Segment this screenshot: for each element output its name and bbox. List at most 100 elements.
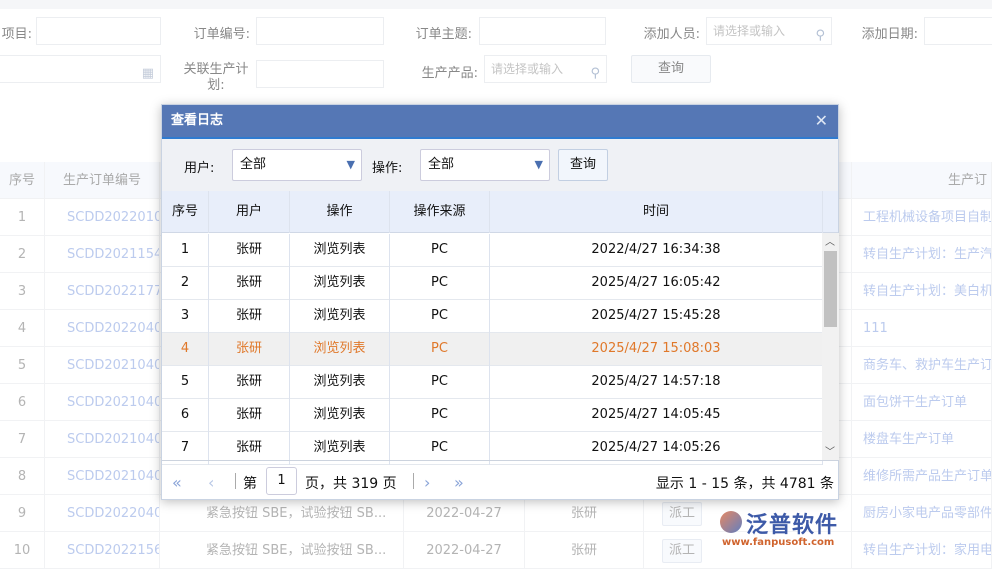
product-input[interactable]: 请选择或输入 ⚲ — [484, 55, 607, 83]
date-input[interactable]: ▦ — [0, 55, 161, 83]
log-row[interactable]: 1 张研 浏览列表 PC 2022/4/27 16:34:38 — [162, 234, 823, 267]
op-select[interactable]: 全部 ▼ — [420, 149, 550, 181]
cell[interactable]: 楼盘车生产订单 — [852, 421, 992, 458]
order-no-label: 订单编号: — [193, 27, 250, 42]
cell-plan: 工程机械设备项目自制 — [863, 210, 992, 225]
first-page-icon[interactable]: « — [172, 473, 182, 492]
cell[interactable]: 商务车、救护车生产订 — [852, 347, 992, 384]
log-row[interactable]: 3 张研 浏览列表 PC 2025/4/27 15:45:28 — [162, 300, 823, 333]
order-no-input[interactable] — [256, 17, 384, 45]
cell[interactable]: 111 — [852, 310, 992, 347]
project-input[interactable] — [36, 17, 161, 45]
cell: 3 — [0, 273, 45, 310]
dispatch-button[interactable]: 派工 — [662, 502, 703, 526]
table-row: 8 SCDD20210400 维修所需产品生产订单 — [0, 458, 992, 495]
user-filter-label: 用户: — [184, 161, 215, 176]
cell: 张研 — [525, 495, 644, 532]
log-cell-no: 1 — [162, 234, 209, 267]
cell[interactable]: 转自生产计划：生产汽 — [852, 236, 992, 273]
order-subject-input[interactable] — [479, 17, 606, 45]
page-suffix: 页，共 319 页 — [305, 476, 397, 492]
cell-plan: 转自生产计划：美白机 — [863, 284, 992, 299]
last-page-icon[interactable]: » — [454, 473, 464, 492]
cell: 2022-04-27 — [404, 495, 525, 532]
cell: 10 — [0, 532, 45, 569]
add-date-input[interactable] — [924, 17, 992, 45]
header-user: 用户 — [209, 191, 290, 233]
cell[interactable]: 面包饼干生产订单 — [852, 384, 992, 421]
cell — [644, 347, 852, 384]
cell-no: 8 — [17, 469, 27, 484]
cell: 5 — [0, 347, 45, 384]
cell[interactable]: SCDD20210400 — [45, 458, 160, 495]
cell-no: 5 — [17, 358, 27, 373]
cell: 9 — [0, 495, 45, 532]
cell[interactable]: SCDD202217724 — [45, 273, 160, 310]
added-by-placeholder: 请选择或输入 — [713, 24, 786, 38]
cell[interactable]: SCDD20210400 — [45, 384, 160, 421]
log-row[interactable]: 5 张研 浏览列表 PC 2025/4/27 14:57:18 — [162, 366, 823, 399]
log-cell-time: 2025/4/27 15:45:28 — [490, 300, 823, 333]
cell-code: SCDD20210400 — [67, 395, 159, 410]
scrollbar[interactable]: ︿ ﹀ — [822, 233, 839, 460]
cell: 张研 — [525, 532, 644, 569]
close-icon[interactable]: ✕ — [814, 111, 828, 130]
user-select-value: 全部 — [240, 157, 267, 172]
cell[interactable]: SCDD20220100 — [45, 199, 160, 236]
cell-plan: 111 — [863, 321, 888, 336]
pagination: « ‹ 第 1 页，共 319 页 › » 显示 1 - 15 条，共 4781… — [162, 460, 838, 500]
log-cell-user: 张研 — [209, 267, 290, 300]
scroll-down-icon[interactable]: ﹀ — [825, 447, 835, 458]
dialog-titlebar: 查看日志 ✕ — [162, 105, 838, 139]
scrollbar-thumb[interactable] — [824, 251, 837, 327]
search-icon[interactable]: ⚲ — [590, 66, 600, 81]
cell[interactable]: SCDD20220400 — [45, 310, 160, 347]
cell[interactable]: SCDD20210400 — [45, 421, 160, 458]
cell[interactable]: 厨房小家电产品零部件 — [852, 495, 992, 532]
log-cell-user: 张研 — [209, 234, 290, 267]
log-row[interactable]: 4 张研 浏览列表 PC 2025/4/27 15:08:03 — [162, 333, 823, 366]
log-cell-time: 2025/4/27 16:05:42 — [490, 267, 823, 300]
cell[interactable]: SCDD20210400 — [45, 347, 160, 384]
plan-label: 关联生产计 划: — [178, 62, 254, 94]
cell[interactable]: SCDD202215671587 — [45, 532, 160, 569]
cell — [644, 273, 852, 310]
next-page-icon[interactable]: › — [424, 473, 431, 492]
cell[interactable]: 工程机械设备项目自制 — [852, 199, 992, 236]
scroll-up-icon[interactable]: ︿ — [825, 237, 835, 248]
cell[interactable]: 转自生产计划：家用电 — [852, 532, 992, 569]
add-date-label: 添加日期: — [861, 27, 918, 42]
op-select-value: 全部 — [428, 157, 455, 172]
cell[interactable]: SCDD20211543б — [45, 236, 160, 273]
log-row[interactable]: 7 张研 浏览列表 PC 2025/4/27 14:05:26 — [162, 432, 823, 465]
added-by-input[interactable]: 请选择或输入 ⚲ — [706, 17, 832, 45]
cell[interactable]: 转自生产计划：美白机 — [852, 273, 992, 310]
user-select[interactable]: 全部 ▼ — [232, 149, 362, 181]
cell-code: SCDD20210400 — [67, 358, 159, 373]
cell-plan: 转自生产计划：生产汽 — [863, 247, 992, 262]
cell: 紧急按钮 SBE，试验按钮 SB... — [196, 532, 404, 569]
cell[interactable]: SCDD2022040004 — [45, 495, 160, 532]
product-placeholder: 请选择或输入 — [491, 62, 564, 76]
query-button[interactable]: 查询 — [631, 55, 711, 83]
cell — [644, 310, 852, 347]
dialog-query-button[interactable]: 查询 — [558, 149, 608, 181]
cell: 8 — [0, 458, 45, 495]
cell-no: 6 — [17, 395, 27, 410]
prev-page-icon[interactable]: ‹ — [208, 473, 215, 492]
log-row[interactable]: 2 张研 浏览列表 PC 2025/4/27 16:05:42 — [162, 267, 823, 300]
table-row: 9 SCDD2022040004 紧急按钮 SBE，试验按钮 SB... 2022-0… — [0, 495, 992, 532]
calendar-icon[interactable]: ▦ — [141, 66, 154, 81]
log-row[interactable]: 6 张研 浏览列表 PC 2025/4/27 14:05:45 — [162, 399, 823, 432]
plan-input[interactable] — [256, 60, 384, 88]
cell: 4 — [0, 310, 45, 347]
dropdown-arrow-icon: ▼ — [534, 158, 543, 171]
dispatch-button[interactable]: 派工 — [662, 539, 703, 563]
cell-code: SCDD20210400 — [67, 469, 159, 484]
cell[interactable]: 维修所需产品生产订单 — [852, 458, 992, 495]
log-cell-no: 6 — [162, 399, 209, 432]
cell-code: SCDD20220100 — [67, 210, 159, 225]
search-icon[interactable]: ⚲ — [815, 28, 825, 43]
cell: 1 — [0, 199, 45, 236]
page-input[interactable]: 1 — [266, 467, 297, 495]
